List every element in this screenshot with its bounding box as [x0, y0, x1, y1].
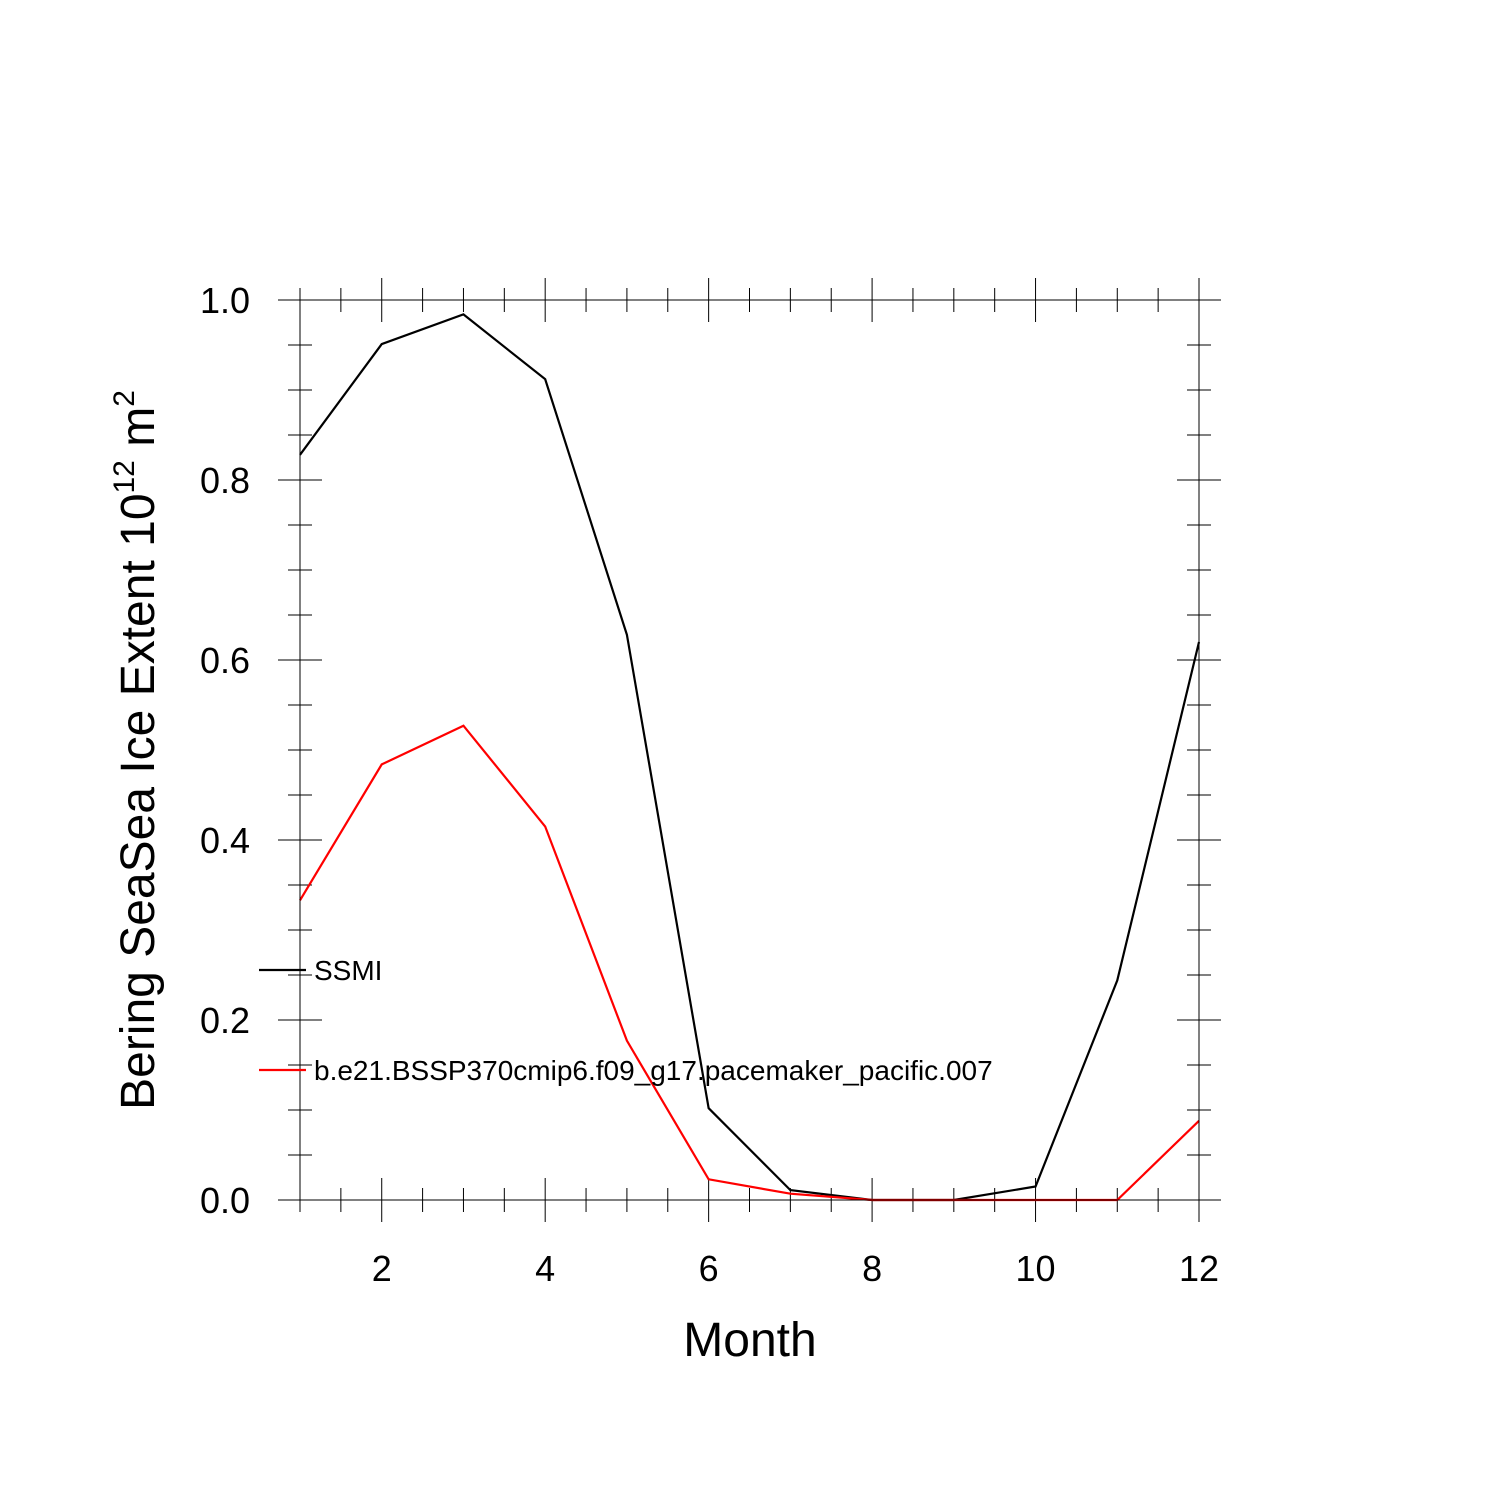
y-tick-label: 0.2: [200, 1000, 250, 1041]
x-tick-label: 2: [372, 1248, 392, 1289]
y-axis-label: Bering SeaSea Ice Extent 1012 m2: [108, 390, 165, 1110]
tick-labels: 2 4 6 8 10 12 0.0 0.2 0.4 0.6 0.8 1.0: [200, 280, 1219, 1289]
series-line-2: [299, 724, 1200, 1202]
plot-frame: [299, 299, 1200, 1201]
y-tick-label: 0.4: [200, 820, 250, 861]
legend: SSMI b.e21.BSSP370cmip6.f09_g17.pacemaker…: [259, 955, 993, 1086]
y-axis-label-unit-exponent: 2: [108, 390, 141, 407]
y-tick-label: 0.0: [200, 1180, 250, 1221]
x-tick-label: 6: [699, 1248, 719, 1289]
x-tick-label: 10: [1016, 1248, 1056, 1289]
x-tick-label: 8: [862, 1248, 882, 1289]
series-line-1: [299, 313, 1201, 1202]
x-axis-label: Month: [683, 1314, 816, 1367]
y-tick-label: 0.6: [200, 640, 250, 681]
legend-label-2: b.e21.BSSP370cmip6.f09_g17.pacemaker_pac…: [314, 1055, 993, 1086]
y-axis-label-unit: m: [112, 407, 165, 460]
legend-label-1: SSMI: [314, 955, 382, 986]
y-tick-label: 0.8: [200, 460, 250, 501]
y-axis-label-main: Bering SeaSea Ice Extent 10: [112, 493, 165, 1109]
x-tick-label: 12: [1179, 1248, 1219, 1289]
y-tick-label: 1.0: [200, 280, 250, 321]
y-axis-label-exponent: 12: [108, 460, 141, 493]
x-tick-label: 4: [535, 1248, 555, 1289]
